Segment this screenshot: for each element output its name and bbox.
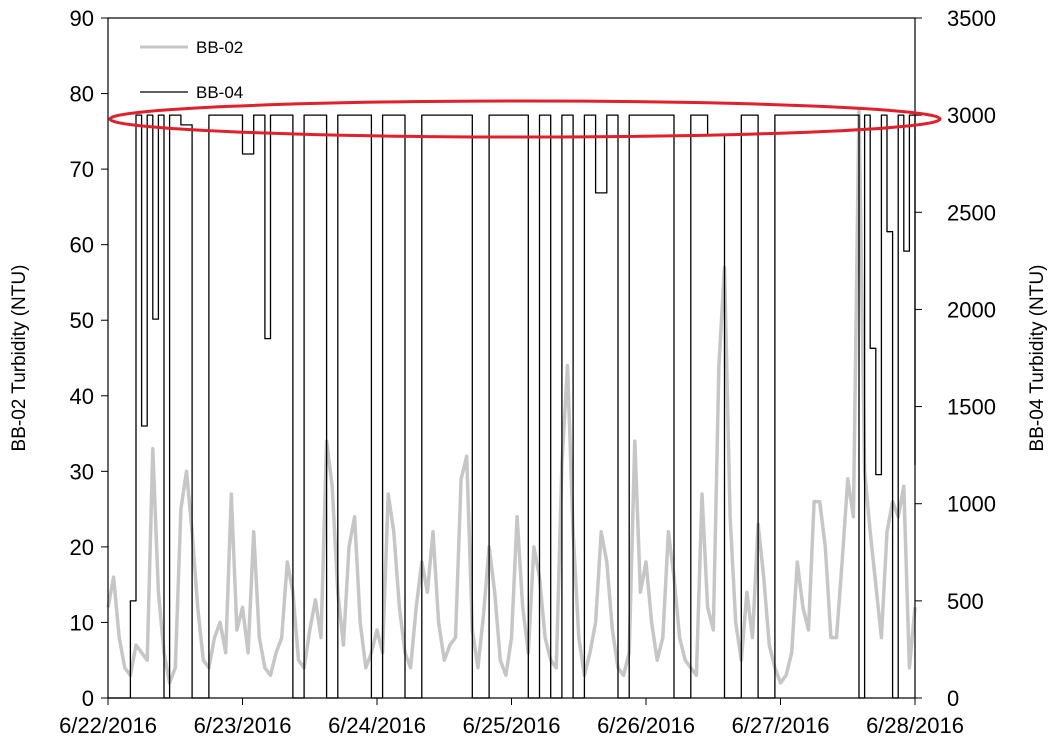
y-axis-right-label: BB-04 Turbidity (NTU) [1027, 265, 1048, 452]
y-right-tick-label: 3000 [947, 103, 996, 128]
y-left-tick-label: 10 [70, 610, 94, 635]
y-right-tick-label: 0 [947, 686, 959, 711]
x-tick-label: 6/22/2016 [59, 713, 157, 738]
series-line-bb-04 [108, 114, 916, 699]
x-tick-label: 6/24/2016 [328, 713, 426, 738]
series-layer [106, 106, 917, 699]
legend: BB-02 BB-04 [140, 38, 243, 102]
y-left-tick-label: 80 [70, 82, 94, 107]
y-left-tick-label: 40 [70, 384, 94, 409]
y-left-tick-label: 50 [70, 308, 94, 333]
x-tick-label: 6/28/2016 [866, 713, 964, 738]
y-left-tick-label: 70 [70, 157, 94, 182]
legend-label-bb-02: BB-02 [196, 38, 243, 57]
y-right-tick-label: 1000 [947, 492, 996, 517]
y-left-tick-label: 60 [70, 233, 94, 258]
x-tick-label: 6/26/2016 [597, 713, 695, 738]
x-tick-label: 6/27/2016 [732, 713, 830, 738]
highlight-ellipse [108, 99, 942, 139]
series-line-bb-02 [106, 106, 917, 685]
ticks-layer [101, 17, 922, 705]
y-left-tick-label: 30 [70, 459, 94, 484]
y-left-tick-label: 90 [70, 6, 94, 31]
y-right-tick-label: 2500 [947, 200, 996, 225]
y-left-tick-label: 20 [70, 535, 94, 560]
y-right-tick-label: 1500 [947, 395, 996, 420]
y-left-tick-label: 0 [82, 686, 94, 711]
x-tick-label: 6/25/2016 [463, 713, 561, 738]
y-right-tick-label: 500 [947, 589, 984, 614]
y-right-tick-label: 2000 [947, 297, 996, 322]
legend-label-bb-04: BB-04 [196, 83, 243, 102]
labels-layer: 0 10 20 30 40 50 60 70 80 90 0 500 1000 1500 2000 2500 3… [59, 6, 996, 738]
y-right-tick-label: 3500 [947, 6, 996, 31]
x-tick-label: 6/23/2016 [194, 713, 292, 738]
y-axis-left-label: BB-02 Turbidity (NTU) [9, 265, 30, 452]
